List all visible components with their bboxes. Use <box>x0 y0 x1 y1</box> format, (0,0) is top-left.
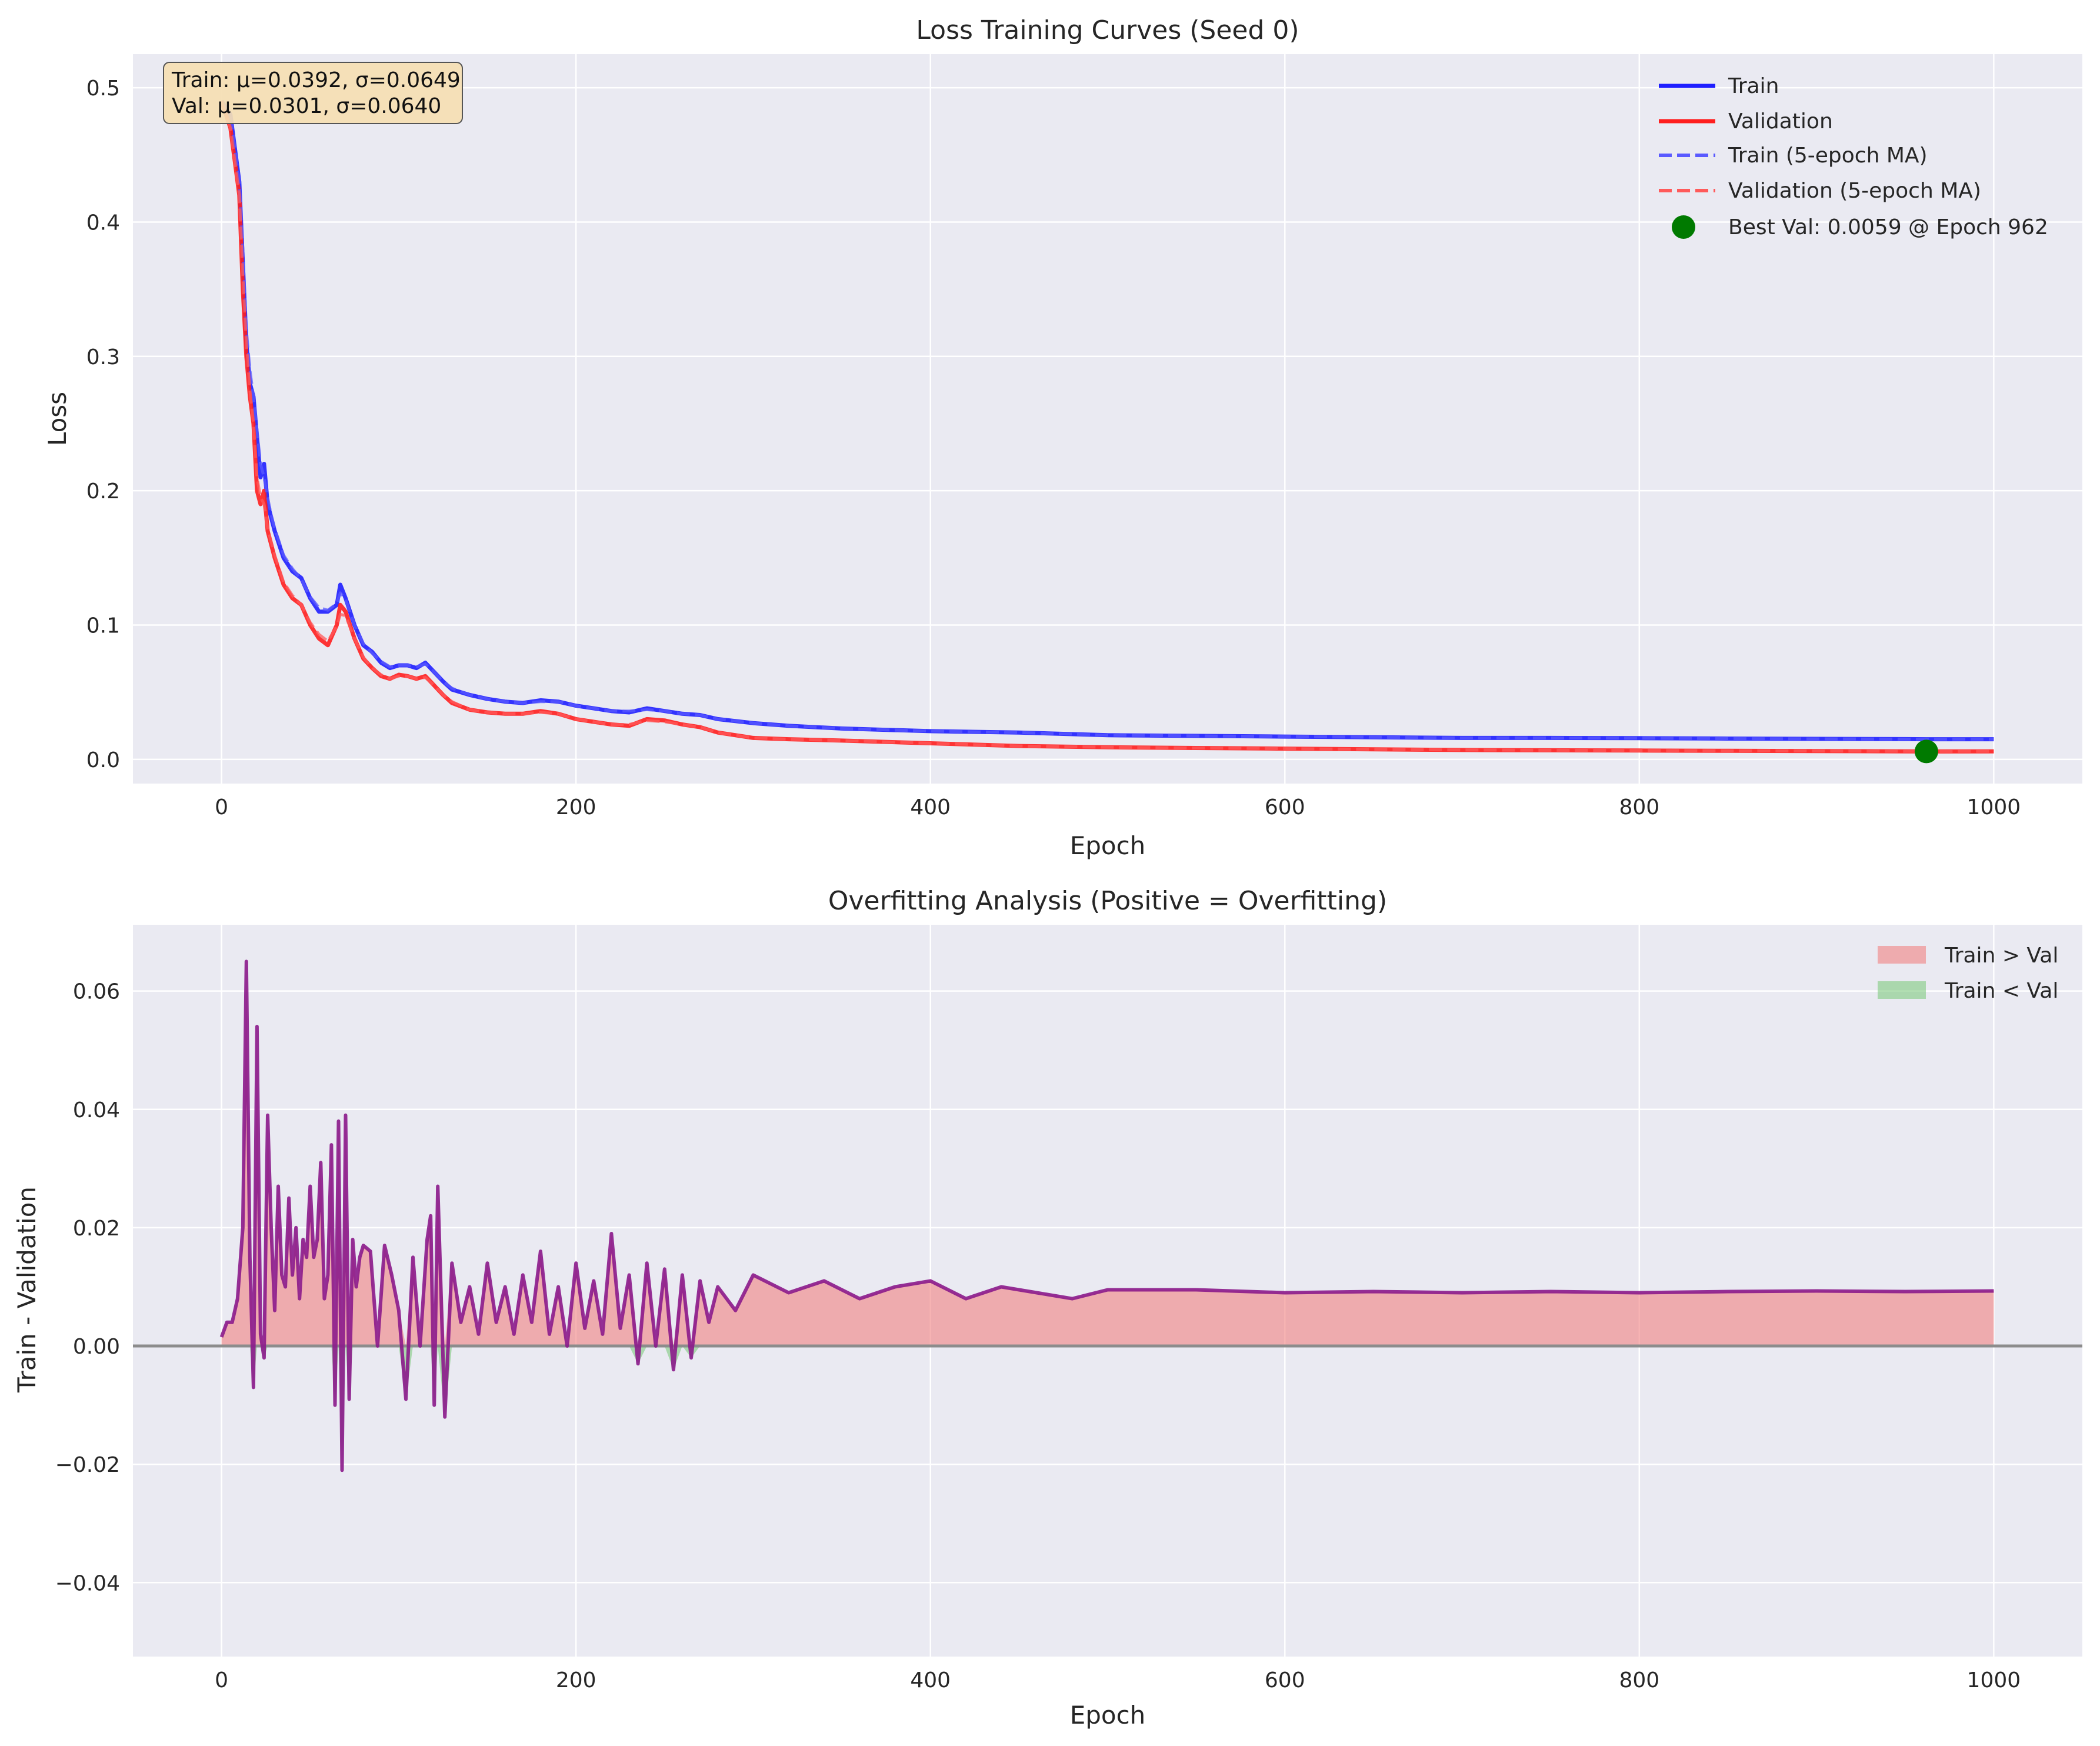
x-tick-label: 600 <box>1265 1668 1305 1692</box>
overfitting-x-axis-label: Epoch <box>1070 1701 1146 1730</box>
overfitting-chart-title: Overfitting Analysis (Positive = Overfit… <box>828 886 1387 916</box>
y-tick-label: 0.00 <box>73 1335 120 1359</box>
y-tick-label: 0.3 <box>86 345 120 369</box>
legend-item-validation: Validation <box>1659 109 1833 134</box>
legend-label-train-ma: Train (5-epoch MA) <box>1728 144 1928 168</box>
y-tick-label: 0.2 <box>86 479 120 504</box>
overfitting-legend: Train > Val Train < Val <box>1878 944 2058 1003</box>
x-tick-label: 400 <box>910 1668 951 1692</box>
y-tick-label: 0.0 <box>86 748 120 772</box>
positive-fill-area <box>221 961 1994 1347</box>
difference-line <box>219 959 1994 1472</box>
y-tick-label: −0.02 <box>55 1453 120 1477</box>
overfitting-chart: 0 200 400 600 800 1000 −0.04 −0.02 0.00 0.02 0.04 0… <box>12 886 2082 1730</box>
loss-grid <box>133 54 2082 784</box>
x-tick-label: 800 <box>1619 1668 1659 1692</box>
legend-item-train-lt-val: Train < Val <box>1878 979 2058 1003</box>
overfitting-y-axis-label: Train - Validation <box>12 1187 41 1393</box>
x-tick-label: 200 <box>556 795 596 819</box>
loss-series-group <box>219 99 1994 764</box>
stats-val-text: Val: μ=0.0301, σ=0.0640 <box>172 94 441 118</box>
loss-y-axis-label: Loss <box>43 392 72 446</box>
y-tick-label: 0.1 <box>86 614 120 638</box>
legend-label-validation-ma: Validation (5-epoch MA) <box>1728 179 1981 203</box>
loss-chart: 0 200 400 600 800 1000 0.0 0.1 0.2 0.3 0.4 0.5 Loss… <box>43 15 2082 860</box>
y-tick-label: −0.04 <box>55 1571 120 1595</box>
legend-item-train-ma: Train (5-epoch MA) <box>1659 144 1928 168</box>
legend-swatch-train-gt-val <box>1878 946 1926 964</box>
legend-label-validation: Validation <box>1728 109 1833 134</box>
y-tick-label: 0.5 <box>86 76 120 101</box>
x-tick-label: 800 <box>1619 795 1659 819</box>
loss-tick-labels: 0 200 400 600 800 1000 0.0 0.1 0.2 0.3 0.4 0.5 <box>86 76 2021 819</box>
best-val-marker <box>1914 739 1938 764</box>
x-tick-label: 1000 <box>1967 1668 2021 1692</box>
stats-train-text: Train: μ=0.0392, σ=0.0649 <box>171 68 461 92</box>
legend-label-best-val: Best Val: 0.0059 @ Epoch 962 <box>1728 215 2048 239</box>
stats-box: Train: μ=0.0392, σ=0.0649 Val: μ=0.0301,… <box>163 62 463 124</box>
x-tick-label: 200 <box>556 1668 596 1692</box>
loss-legend: Train Validation Train (5-epoch MA) Vali… <box>1659 74 2048 239</box>
y-tick-label: 0.4 <box>86 211 120 235</box>
legend-swatch-train-lt-val <box>1878 981 1926 999</box>
x-tick-label: 400 <box>910 795 951 819</box>
legend-item-validation-ma: Validation (5-epoch MA) <box>1659 179 1981 203</box>
legend-swatch-best-val <box>1672 215 1695 239</box>
loss-plot-area <box>133 54 2082 784</box>
series-line-validation-5-epoch-ma <box>220 101 1994 753</box>
y-tick-label: 0.04 <box>73 1098 120 1122</box>
x-tick-label: 600 <box>1265 795 1305 819</box>
y-tick-label: 0.06 <box>73 980 120 1004</box>
overfitting-series-group <box>133 959 2082 1472</box>
stats-box-background <box>163 62 463 124</box>
legend-item-best-val: Best Val: 0.0059 @ Epoch 962 <box>1672 215 2048 239</box>
legend-label-train: Train <box>1728 74 1779 98</box>
loss-chart-title: Loss Training Curves (Seed 0) <box>916 15 1299 45</box>
y-tick-label: 0.02 <box>73 1217 120 1241</box>
x-tick-label: 1000 <box>1967 795 2021 819</box>
x-tick-label: 0 <box>215 1668 228 1692</box>
legend-item-train-gt-val: Train > Val <box>1878 944 2058 968</box>
series-line-train-5-epoch-ma <box>220 100 1994 741</box>
x-tick-label: 0 <box>215 795 228 819</box>
legend-label-train-lt-val: Train < Val <box>1944 979 2058 1003</box>
loss-x-axis-label: Epoch <box>1070 831 1146 860</box>
legend-item-train: Train <box>1659 74 1779 98</box>
overfitting-tick-labels: 0 200 400 600 800 1000 −0.04 −0.02 0.00 0.02 0.04 0… <box>55 980 2021 1692</box>
legend-label-train-gt-val: Train > Val <box>1944 944 2058 968</box>
